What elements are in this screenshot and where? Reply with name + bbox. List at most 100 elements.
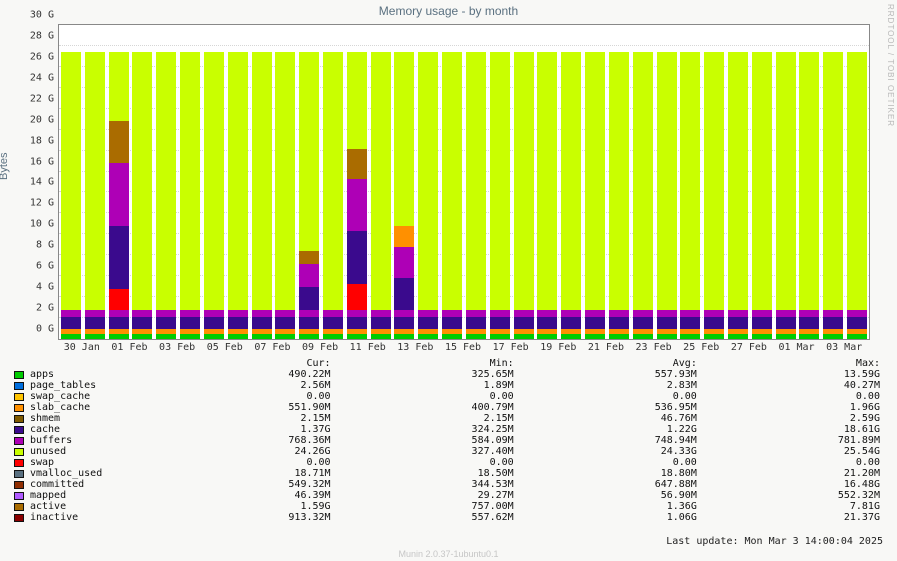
legend-max: 18.61G (697, 424, 880, 435)
x-tick: 15 Feb (445, 342, 481, 353)
legend-max: 25.54G (697, 446, 880, 457)
y-tick: 0 G (36, 324, 54, 335)
legend-name: mapped (30, 490, 147, 501)
x-axis-ticks: 30 Jan 01 Feb 03 Feb 05 Feb 07 Feb 09 Feb 11 F… (58, 342, 870, 356)
legend-name: unused (30, 446, 147, 457)
legend-cur: 768.36M (147, 435, 330, 446)
legend-name: cache (30, 424, 147, 435)
legend-cur: 551.90M (147, 402, 330, 413)
legend-avg: 18.80M (514, 468, 697, 479)
legend-row: vmalloc_used18.71M18.50M18.80M21.20M (14, 468, 880, 479)
legend-swatch (14, 437, 24, 445)
legend-min: 324.25M (331, 424, 514, 435)
legend-avg: 647.88M (514, 479, 697, 490)
legend-row: slab_cache551.90M400.79M536.95M1.96G (14, 402, 880, 413)
y-tick: 24 G (30, 72, 54, 83)
legend-name: page_tables (30, 380, 147, 391)
x-tick: 30 Jan (64, 342, 100, 353)
legend-max: 7.81G (697, 501, 880, 512)
legend-row: unused24.26G327.40M24.33G25.54G (14, 446, 880, 457)
legend-cur: 18.71M (147, 468, 330, 479)
legend-name: shmem (30, 413, 147, 424)
x-tick: 09 Feb (302, 342, 338, 353)
legend-header: Min: (331, 358, 514, 369)
legend-cur: 1.59G (147, 501, 330, 512)
legend-min: 325.65M (331, 369, 514, 380)
legend-avg: 557.93M (514, 369, 697, 380)
legend-cur: 913.32M (147, 512, 330, 523)
legend-cur: 46.39M (147, 490, 330, 501)
legend-swatch (14, 459, 24, 467)
legend-max: 0.00 (697, 457, 880, 468)
legend-swatch (14, 404, 24, 412)
legend-swatch (14, 426, 24, 434)
legend-cur: 549.32M (147, 479, 330, 490)
legend-max: 21.20M (697, 468, 880, 479)
legend-swatch (14, 514, 24, 522)
legend-max: 552.32M (697, 490, 880, 501)
x-tick: 01 Feb (111, 342, 147, 353)
legend-max: 13.59G (697, 369, 880, 380)
legend-row: apps490.22M325.65M557.93M13.59G (14, 369, 880, 380)
legend-row: buffers768.36M584.09M748.94M781.89M (14, 435, 880, 446)
legend: Cur: Min: Avg: Max: apps490.22M325.65M55… (14, 358, 880, 523)
x-tick: 27 Feb (731, 342, 767, 353)
legend-swatch (14, 382, 24, 390)
legend-swatch (14, 371, 24, 379)
chart-title: Memory usage - by month (0, 4, 897, 18)
rrdtool-brand: RRDTOOL / TOBI OETIKER (886, 4, 895, 127)
x-tick: 19 Feb (540, 342, 576, 353)
legend-avg: 536.95M (514, 402, 697, 413)
generator-credit: Munin 2.0.37-1ubuntu0.1 (0, 549, 897, 559)
legend-row: active1.59G757.00M1.36G7.81G (14, 501, 880, 512)
legend-swatch (14, 393, 24, 401)
x-tick: 03 Feb (159, 342, 195, 353)
legend-name: active (30, 501, 147, 512)
legend-avg: 1.36G (514, 501, 697, 512)
y-tick: 26 G (30, 51, 54, 62)
legend-min: 344.53M (331, 479, 514, 490)
y-tick: 8 G (36, 240, 54, 251)
legend-header: Max: (697, 358, 880, 369)
legend-row: shmem2.15M2.15M46.76M2.59G (14, 413, 880, 424)
legend-avg: 0.00 (514, 391, 697, 402)
legend-min: 2.15M (331, 413, 514, 424)
y-tick: 20 G (30, 114, 54, 125)
legend-avg: 1.06G (514, 512, 697, 523)
y-tick: 16 G (30, 156, 54, 167)
legend-min: 584.09M (331, 435, 514, 446)
legend-max: 40.27M (697, 380, 880, 391)
x-tick: 07 Feb (254, 342, 290, 353)
x-tick: 23 Feb (636, 342, 672, 353)
legend-max: 0.00 (697, 391, 880, 402)
y-tick: 12 G (30, 198, 54, 209)
legend-avg: 0.00 (514, 457, 697, 468)
legend-cur: 490.22M (147, 369, 330, 380)
legend-min: 400.79M (331, 402, 514, 413)
legend-cur: 2.56M (147, 380, 330, 391)
legend-min: 1.89M (331, 380, 514, 391)
y-tick: 10 G (30, 219, 54, 230)
last-update: Last update: Mon Mar 3 14:00:04 2025 (666, 536, 883, 547)
legend-header-row: Cur: Min: Avg: Max: (14, 358, 880, 369)
x-tick: 05 Feb (207, 342, 243, 353)
bars (59, 25, 869, 339)
x-tick: 03 Mar (826, 342, 862, 353)
x-tick: 11 Feb (350, 342, 386, 353)
y-axis-label: Bytes (0, 152, 10, 180)
x-tick: 13 Feb (397, 342, 433, 353)
legend-cur: 0.00 (147, 391, 330, 402)
legend-swatch (14, 503, 24, 511)
legend-cur: 0.00 (147, 457, 330, 468)
legend-row: committed549.32M344.53M647.88M16.48G (14, 479, 880, 490)
legend-max: 2.59G (697, 413, 880, 424)
legend-avg: 56.90M (514, 490, 697, 501)
legend-cur: 24.26G (147, 446, 330, 457)
y-tick: 28 G (30, 30, 54, 41)
legend-max: 1.96G (697, 402, 880, 413)
x-tick: 25 Feb (683, 342, 719, 353)
legend-row: mapped46.39M29.27M56.90M552.32M (14, 490, 880, 501)
legend-name: inactive (30, 512, 147, 523)
legend-swatch (14, 492, 24, 500)
legend-header: Avg: (514, 358, 697, 369)
